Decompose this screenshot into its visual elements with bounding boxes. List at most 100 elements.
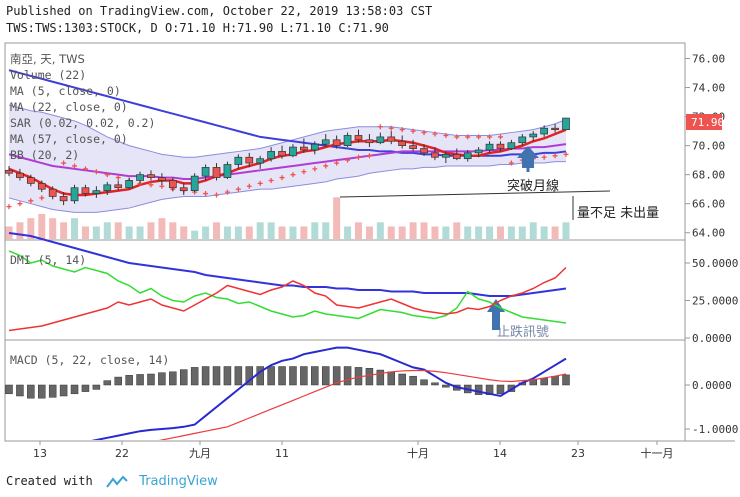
volume-bar <box>365 226 373 239</box>
candle-body <box>354 135 363 141</box>
candle-body <box>223 164 232 178</box>
dmi-pane[interactable] <box>4 239 686 341</box>
sar-point <box>82 166 88 172</box>
candle-body <box>158 177 166 181</box>
volume-bar <box>322 222 330 239</box>
volume-bar <box>169 222 177 239</box>
candle-body <box>81 187 90 194</box>
created-with-text: Created with <box>6 474 93 488</box>
sar-point <box>508 160 514 166</box>
annotations: 突破月線 量不足 未出量 止跌訊號 <box>339 146 659 340</box>
volume-bar <box>202 226 210 239</box>
macd-hist-bar <box>409 375 417 386</box>
price-legend-item: MA (5, close, 0) <box>10 84 121 98</box>
volume-bar <box>333 197 341 239</box>
macd-hist-bar <box>376 369 385 386</box>
price-legend-item: 南亞, 天, TWS <box>10 52 85 66</box>
volume-bar <box>71 218 79 239</box>
macd-hist-bar <box>245 366 254 386</box>
candle-body <box>147 174 155 178</box>
sar-point <box>6 204 12 210</box>
candle-body <box>332 139 341 146</box>
candle-body <box>442 153 450 158</box>
sar-point <box>203 191 209 197</box>
sar-point <box>487 134 493 140</box>
volume-bar <box>256 222 264 239</box>
sar-point <box>432 131 438 137</box>
sar-point <box>541 154 547 160</box>
volume-bar <box>125 226 133 239</box>
sar-point <box>366 153 372 159</box>
sar-point <box>388 125 394 131</box>
macd-line <box>91 346 567 440</box>
candle-body <box>376 136 385 144</box>
candle-body <box>125 180 133 189</box>
candle-body <box>289 146 297 157</box>
legends: 南亞, 天, TWS Volume (22) MA (5, close, 0) MA … <box>10 52 169 367</box>
candle-body <box>452 153 461 160</box>
macd-hist-bar <box>190 367 199 386</box>
macd-hist-bar <box>125 375 133 386</box>
macd-hist-bar <box>311 366 319 386</box>
candle-body <box>540 127 549 135</box>
candle-body <box>551 127 559 131</box>
sar-point <box>148 182 154 188</box>
candle-body <box>300 146 308 151</box>
last-price-text: 71.90 <box>691 116 724 129</box>
macd-hist-bar <box>136 374 144 386</box>
macd-hist-bar <box>234 366 243 386</box>
macd-hist-bar <box>70 384 79 395</box>
volume-bar <box>453 222 461 239</box>
time-axis[interactable]: 13 22 九月 11 十月 14 23 十一月 <box>33 441 674 460</box>
time-tick-label: 十一月 <box>641 446 674 460</box>
volume-bar <box>376 222 384 239</box>
macd-hist-bar <box>147 373 155 386</box>
dmi-lines: 50.0000 25.0000 0.0000 <box>8 232 738 345</box>
price-tick-label: 68.00 <box>692 169 725 182</box>
breakout-arrow-icon <box>517 146 539 172</box>
volume-bar <box>387 226 395 239</box>
candle-body <box>5 169 13 174</box>
volume-bar <box>464 226 472 239</box>
macd-hist-bar <box>387 371 396 386</box>
volume-bar <box>562 222 570 239</box>
candle-body <box>16 172 24 178</box>
macd-hist-bar <box>474 384 483 395</box>
volume-bar <box>551 226 559 239</box>
macd-hist-bar <box>365 368 374 386</box>
price-legend-item: MA (22, close, 0) <box>10 100 128 114</box>
candle-body <box>507 142 516 149</box>
candle-body <box>321 139 330 145</box>
macd-hist-bar <box>278 366 286 386</box>
bb-lower-line <box>8 161 566 213</box>
candle-body <box>201 167 210 177</box>
volume-bar <box>409 222 417 239</box>
price-tick-label: 74.00 <box>692 82 725 95</box>
time-tick-label: 11 <box>275 447 289 460</box>
candle-body <box>398 140 407 146</box>
sar-point <box>410 128 416 134</box>
candle-body <box>70 187 79 202</box>
volume-bar <box>60 222 68 239</box>
macd-hist-bar <box>300 366 308 386</box>
macd-hist-bar <box>169 371 177 386</box>
sar-point <box>279 175 285 181</box>
volume-bar <box>16 222 24 239</box>
candle-body <box>168 180 177 189</box>
volume-bar <box>191 230 199 239</box>
volume-bar <box>234 226 242 239</box>
price-legend-item: SAR (0.02, 0.02, 0.2) <box>10 116 155 130</box>
macd-hist-bar <box>27 384 35 399</box>
sar-point <box>257 180 263 186</box>
sar-point <box>214 192 220 198</box>
tradingview-brand[interactable]: TradingView <box>139 474 218 489</box>
macd-hist-bar <box>431 382 439 386</box>
candle-body <box>114 184 123 189</box>
macd-hist-bar <box>321 366 330 386</box>
volume-bar <box>344 226 352 239</box>
time-tick-label: 九月 <box>189 447 211 460</box>
sar-point <box>497 134 503 140</box>
dmi-tick-label: 50.0000 <box>692 257 738 270</box>
